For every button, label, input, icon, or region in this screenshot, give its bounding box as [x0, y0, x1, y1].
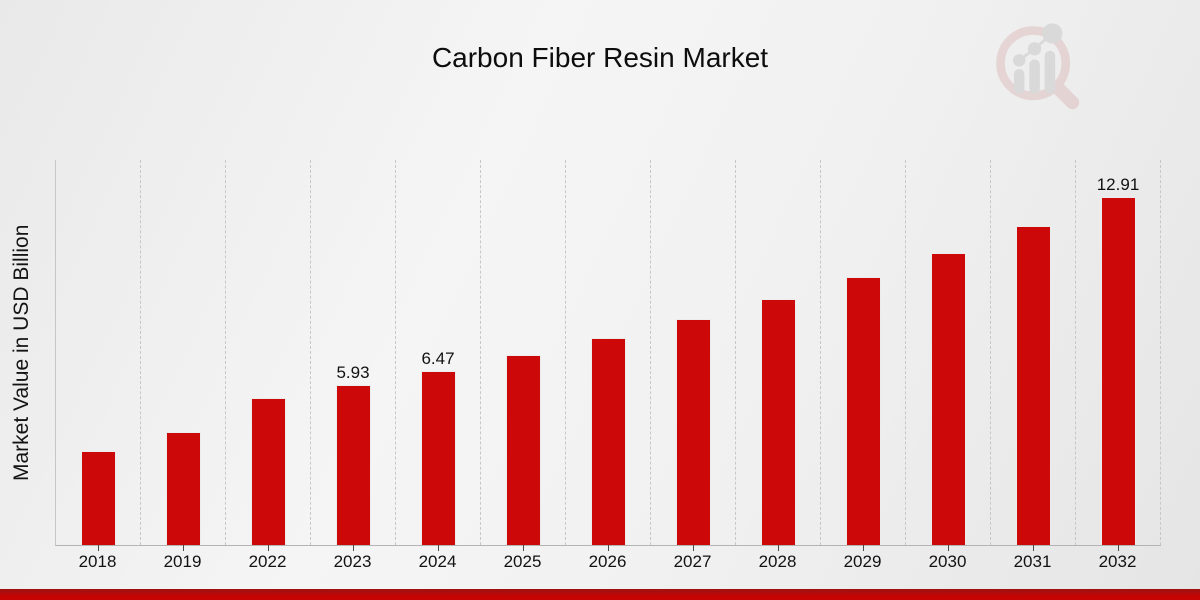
- chart-title: Carbon Fiber Resin Market: [431, 42, 769, 73]
- x-tick-label-2018: 2018: [78, 552, 117, 571]
- x-tick-label-2025: 2025: [503, 552, 542, 571]
- x-tick-2023: [352, 545, 354, 551]
- bar-2031: [1015, 226, 1051, 545]
- x-tick-2030: [947, 545, 949, 551]
- footer-accent-band: [0, 589, 1200, 600]
- bar-2030: [930, 252, 966, 545]
- x-tick-2026: [607, 545, 609, 551]
- x-tick-label-2023: 2023: [333, 552, 372, 571]
- category-cell-2019: [141, 160, 226, 551]
- x-tick-2032: [1117, 545, 1119, 551]
- x-tick-2027: [692, 545, 694, 551]
- plot-area: 5.93 6.47 12.91: [55, 160, 1161, 551]
- x-tick-label-2029: 2029: [843, 552, 882, 571]
- x-tick-2025: [522, 545, 524, 551]
- x-axis-labels: 2018 2019 2022 2023 2024 2025 2026 2027 2028 2029…: [55, 552, 1160, 572]
- magnifier-bar-chart-logo-icon: [996, 23, 1080, 110]
- category-cell-2030: [906, 160, 991, 551]
- bar-2028: [760, 298, 796, 545]
- category-cell-2027: [651, 160, 736, 551]
- bar-value-label-2032: 12.91: [1096, 175, 1140, 195]
- x-tick-2028: [777, 545, 779, 551]
- x-tick-2019: [182, 545, 184, 551]
- x-tick-2029: [862, 545, 864, 551]
- bar-value-label-2023: 5.93: [336, 363, 370, 383]
- category-cell-2031: [991, 160, 1076, 551]
- bar-value-label-2024: 6.47: [421, 348, 455, 368]
- x-tick-2022: [267, 545, 269, 551]
- bar-2018: [80, 451, 116, 545]
- category-cell-2026: [566, 160, 651, 551]
- x-tick-label-2026: 2026: [588, 552, 627, 571]
- bar-2022: [250, 398, 286, 545]
- category-cell-2023: 5.93: [311, 160, 396, 551]
- x-tick-label-2027: 2027: [673, 552, 712, 571]
- x-tick-label-2028: 2028: [758, 552, 797, 571]
- x-tick-label-2032: 2032: [1098, 552, 1137, 571]
- x-tick-label-2022: 2022: [248, 552, 287, 571]
- category-cell-2022: [226, 160, 311, 551]
- category-cell-2024: 6.47: [396, 160, 481, 551]
- x-tick-2031: [1032, 545, 1034, 551]
- bar-2027: [675, 319, 711, 545]
- bar-2023: 5.93: [335, 363, 371, 545]
- bar-2029: [845, 276, 881, 545]
- x-tick-2018: [97, 545, 99, 551]
- x-tick-label-2031: 2031: [1013, 552, 1052, 571]
- x-tick-label-2019: 2019: [163, 552, 202, 571]
- category-cell-2025: [481, 160, 566, 551]
- category-cell-2018: [56, 160, 141, 551]
- bar-2019: [165, 432, 201, 545]
- category-cell-2028: [736, 160, 821, 551]
- category-cell-2029: [821, 160, 906, 551]
- x-tick-label-2024: 2024: [418, 552, 457, 571]
- category-cell-2032: 12.91: [1076, 160, 1161, 551]
- bar-2032: 12.91: [1097, 175, 1139, 545]
- x-tick-label-2030: 2030: [928, 552, 967, 571]
- y-axis-label: Market Value in USD Billion: [10, 224, 33, 481]
- bar-2025: [505, 355, 541, 545]
- bar-2024: 6.47: [420, 349, 456, 545]
- bar-2026: [590, 337, 626, 545]
- x-tick-2024: [437, 545, 439, 551]
